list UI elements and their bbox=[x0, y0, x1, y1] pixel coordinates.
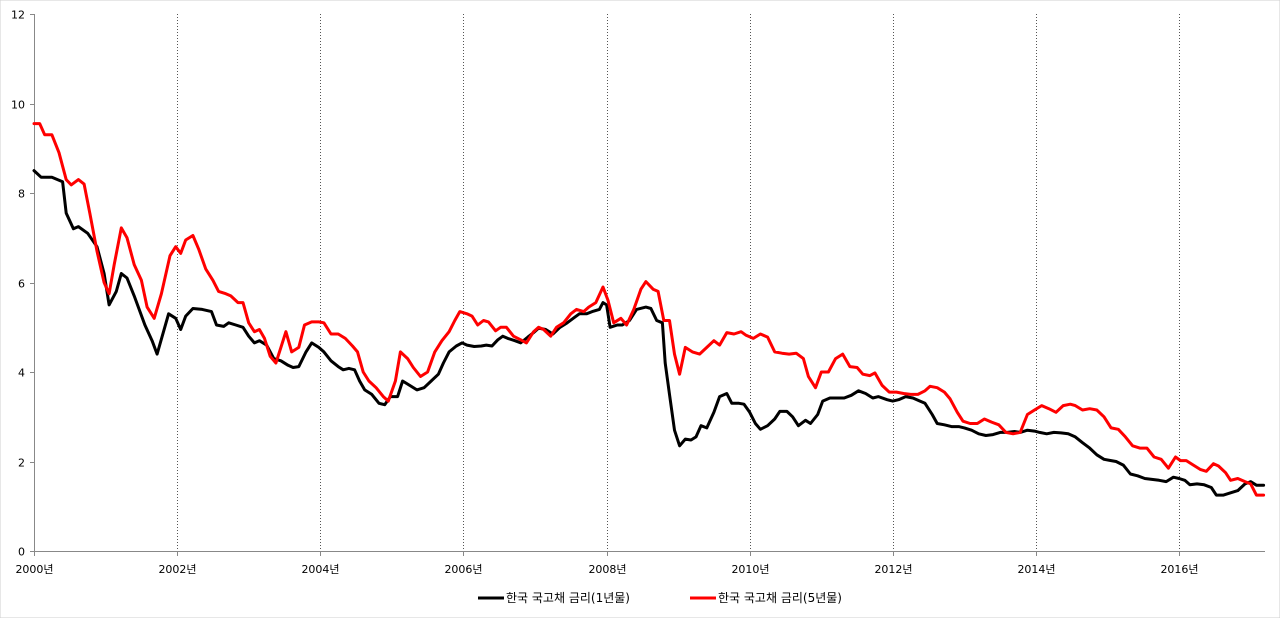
series-line-2 bbox=[32, 122, 1266, 497]
series-line-1 bbox=[32, 169, 1266, 497]
x-tick-label: 2014년 bbox=[1017, 563, 1055, 576]
x-tick-label: 2004년 bbox=[301, 563, 339, 576]
x-tick-label: 2012년 bbox=[874, 563, 912, 576]
y-tick-label: 4 bbox=[18, 367, 25, 380]
y-tick-label: 6 bbox=[18, 278, 25, 291]
series-lines bbox=[32, 122, 1266, 497]
y-tick-label: 12 bbox=[11, 9, 25, 22]
legend: 한국 국고채 금리(1년물) 한국 국고채 금리(5년물) bbox=[478, 591, 842, 605]
axes bbox=[34, 14, 1265, 552]
x-tick-label: 2006년 bbox=[444, 563, 482, 576]
x-tick-label: 2000년 bbox=[15, 563, 53, 576]
y-tick-label: 2 bbox=[18, 457, 25, 470]
x-tick-label: 2016년 bbox=[1160, 563, 1198, 576]
y-tick-label: 8 bbox=[18, 188, 25, 201]
x-axis-ticks: 2000년 2002년 2004년 2006년 2008년 2010년 2012년 2014년… bbox=[15, 551, 1199, 576]
x-tick-label: 2008년 bbox=[588, 563, 626, 576]
legend-label-2: 한국 국고채 금리(5년물) bbox=[718, 591, 842, 605]
y-tick-label: 10 bbox=[11, 99, 25, 112]
legend-label-1: 한국 국고채 금리(1년물) bbox=[506, 591, 630, 605]
x-tick-label: 2010년 bbox=[731, 563, 769, 576]
y-tick-label: 0 bbox=[18, 546, 25, 559]
y-axis-ticks: 0 2 4 6 8 10 12 bbox=[11, 9, 34, 559]
x-tick-label: 2002년 bbox=[158, 563, 196, 576]
